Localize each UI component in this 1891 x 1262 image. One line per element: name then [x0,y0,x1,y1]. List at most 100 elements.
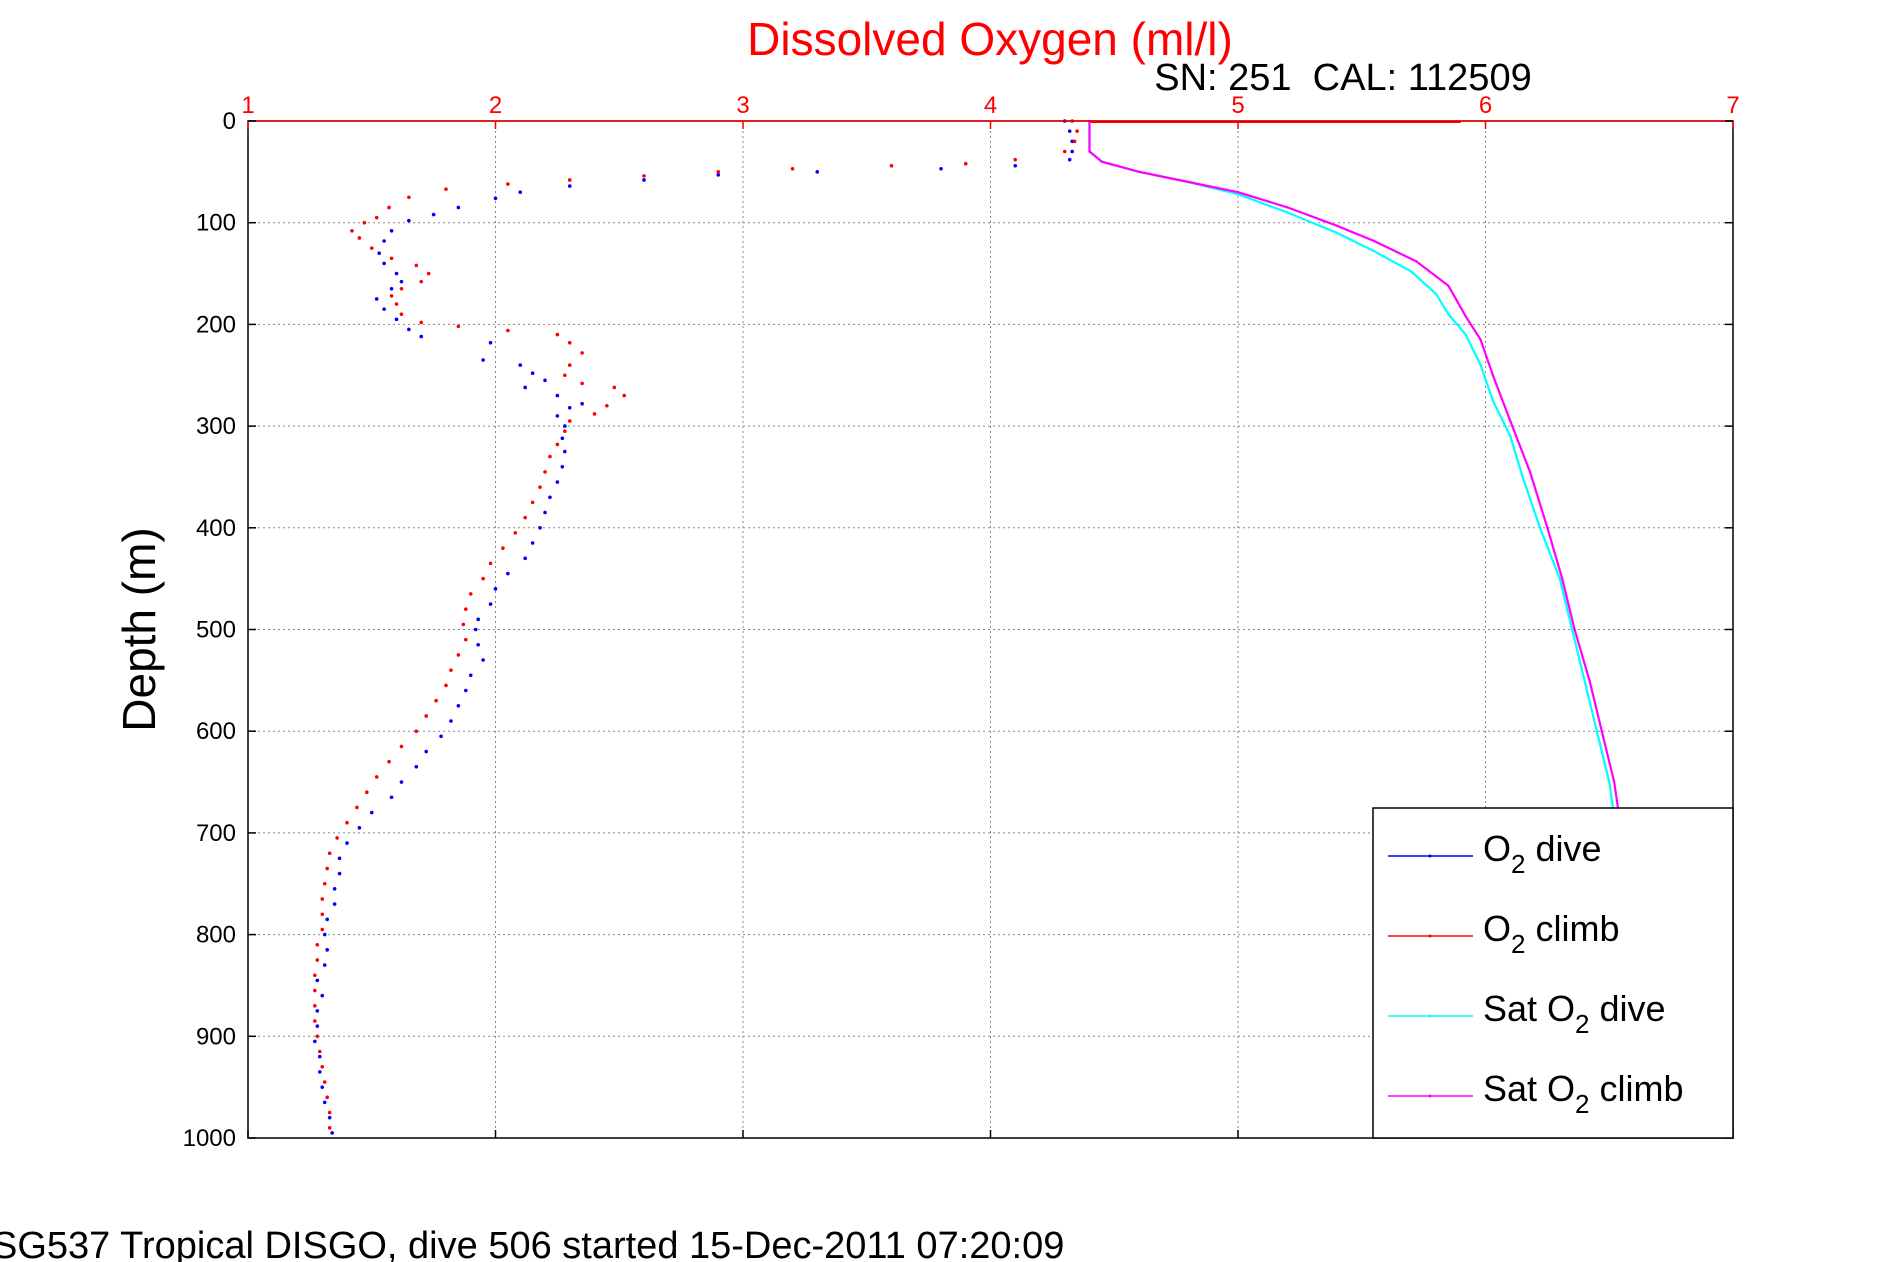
data-point [313,1039,317,1044]
data-point [369,246,374,250]
data-point [434,698,438,703]
data-point [1075,129,1079,133]
data-point [622,393,626,398]
data-point [548,495,552,500]
data-point [555,393,560,398]
data-point [1491,399,1495,402]
data-point [488,340,493,345]
data-point [317,1054,322,1059]
data-point [365,790,369,795]
data-point [399,744,404,749]
data-point [716,170,721,174]
data-point [399,312,404,317]
data-point [345,841,349,845]
x-axis: 1 2 3 4 5 6 7 [241,92,1740,1138]
data-point [1013,157,1018,162]
data-point [424,749,429,754]
data-point [394,271,399,276]
data-point [449,719,453,723]
data-point [567,340,572,345]
data-point [530,371,535,376]
data-point [322,963,327,967]
data-point [1067,129,1072,133]
chart-title: Dissolved Oxygen (ml/l) [747,13,1233,65]
data-point [426,271,431,276]
data-point [414,764,419,769]
legend-marker [1428,1094,1432,1098]
data-point [1521,475,1524,479]
data-point [1070,149,1074,154]
data-point [481,576,485,581]
data-point [1588,679,1591,682]
data-point [444,187,448,191]
y-tick-label: 700 [196,820,236,847]
data-point [560,464,565,469]
y-tick-label: 0 [223,108,236,135]
y-tick-label: 400 [196,515,236,542]
data-point [815,170,820,174]
data-point [389,795,394,800]
data-point [389,294,394,298]
data-point [1434,292,1438,296]
data-point [345,820,349,825]
y-axis: 0 100 200 300 400 500 600 700 800 900 1000 [183,108,1733,1152]
data-point [382,261,386,266]
data-point [369,810,374,815]
data-point [327,1115,332,1120]
data-point [325,1095,330,1100]
data-point [313,1003,317,1008]
data-point [518,363,523,367]
data-point [456,324,461,329]
data-point [963,161,968,166]
data-point [567,405,572,410]
data-point [382,307,386,311]
data-point [567,184,572,188]
data-point [382,239,386,243]
data-point [350,229,354,233]
data-point [419,279,424,284]
data-point [468,673,473,678]
data-point [513,531,518,535]
data-point [320,1085,325,1089]
series-o2-dive [313,119,1074,1135]
data-point [1335,231,1339,235]
x-tick-label: 6 [1479,92,1492,119]
data-point [555,480,560,484]
data-point [374,215,379,220]
data-point [523,385,527,390]
data-point [1335,224,1339,227]
data-point [327,1110,332,1115]
data-point [567,419,572,423]
data-point [563,373,567,378]
data-point [315,1034,320,1039]
data-point [543,378,547,383]
data-point [399,287,404,291]
data-point [456,703,461,708]
data-point [315,978,320,983]
data-point [1528,470,1532,474]
data-point [555,414,560,418]
data-point [580,401,584,406]
data-point [355,805,359,810]
data-point [332,887,337,891]
data-point [1013,163,1018,168]
data-point [523,556,527,561]
y-tick-label: 1000 [183,1125,236,1152]
data-point [330,1131,334,1135]
legend-marker [1428,934,1432,938]
data-point [1070,139,1074,144]
data-point [1608,780,1611,784]
data-point [481,658,485,662]
data-point [407,218,411,223]
data-point [313,973,317,978]
data-point [322,1100,327,1105]
data-point [414,729,419,733]
data-point [1561,577,1564,580]
data-point [387,759,391,764]
data-point [414,263,419,268]
data-point [560,436,565,441]
data-point [468,592,473,596]
data-point [1187,180,1190,184]
y-tick-label: 600 [196,718,236,745]
data-point [317,1070,322,1074]
